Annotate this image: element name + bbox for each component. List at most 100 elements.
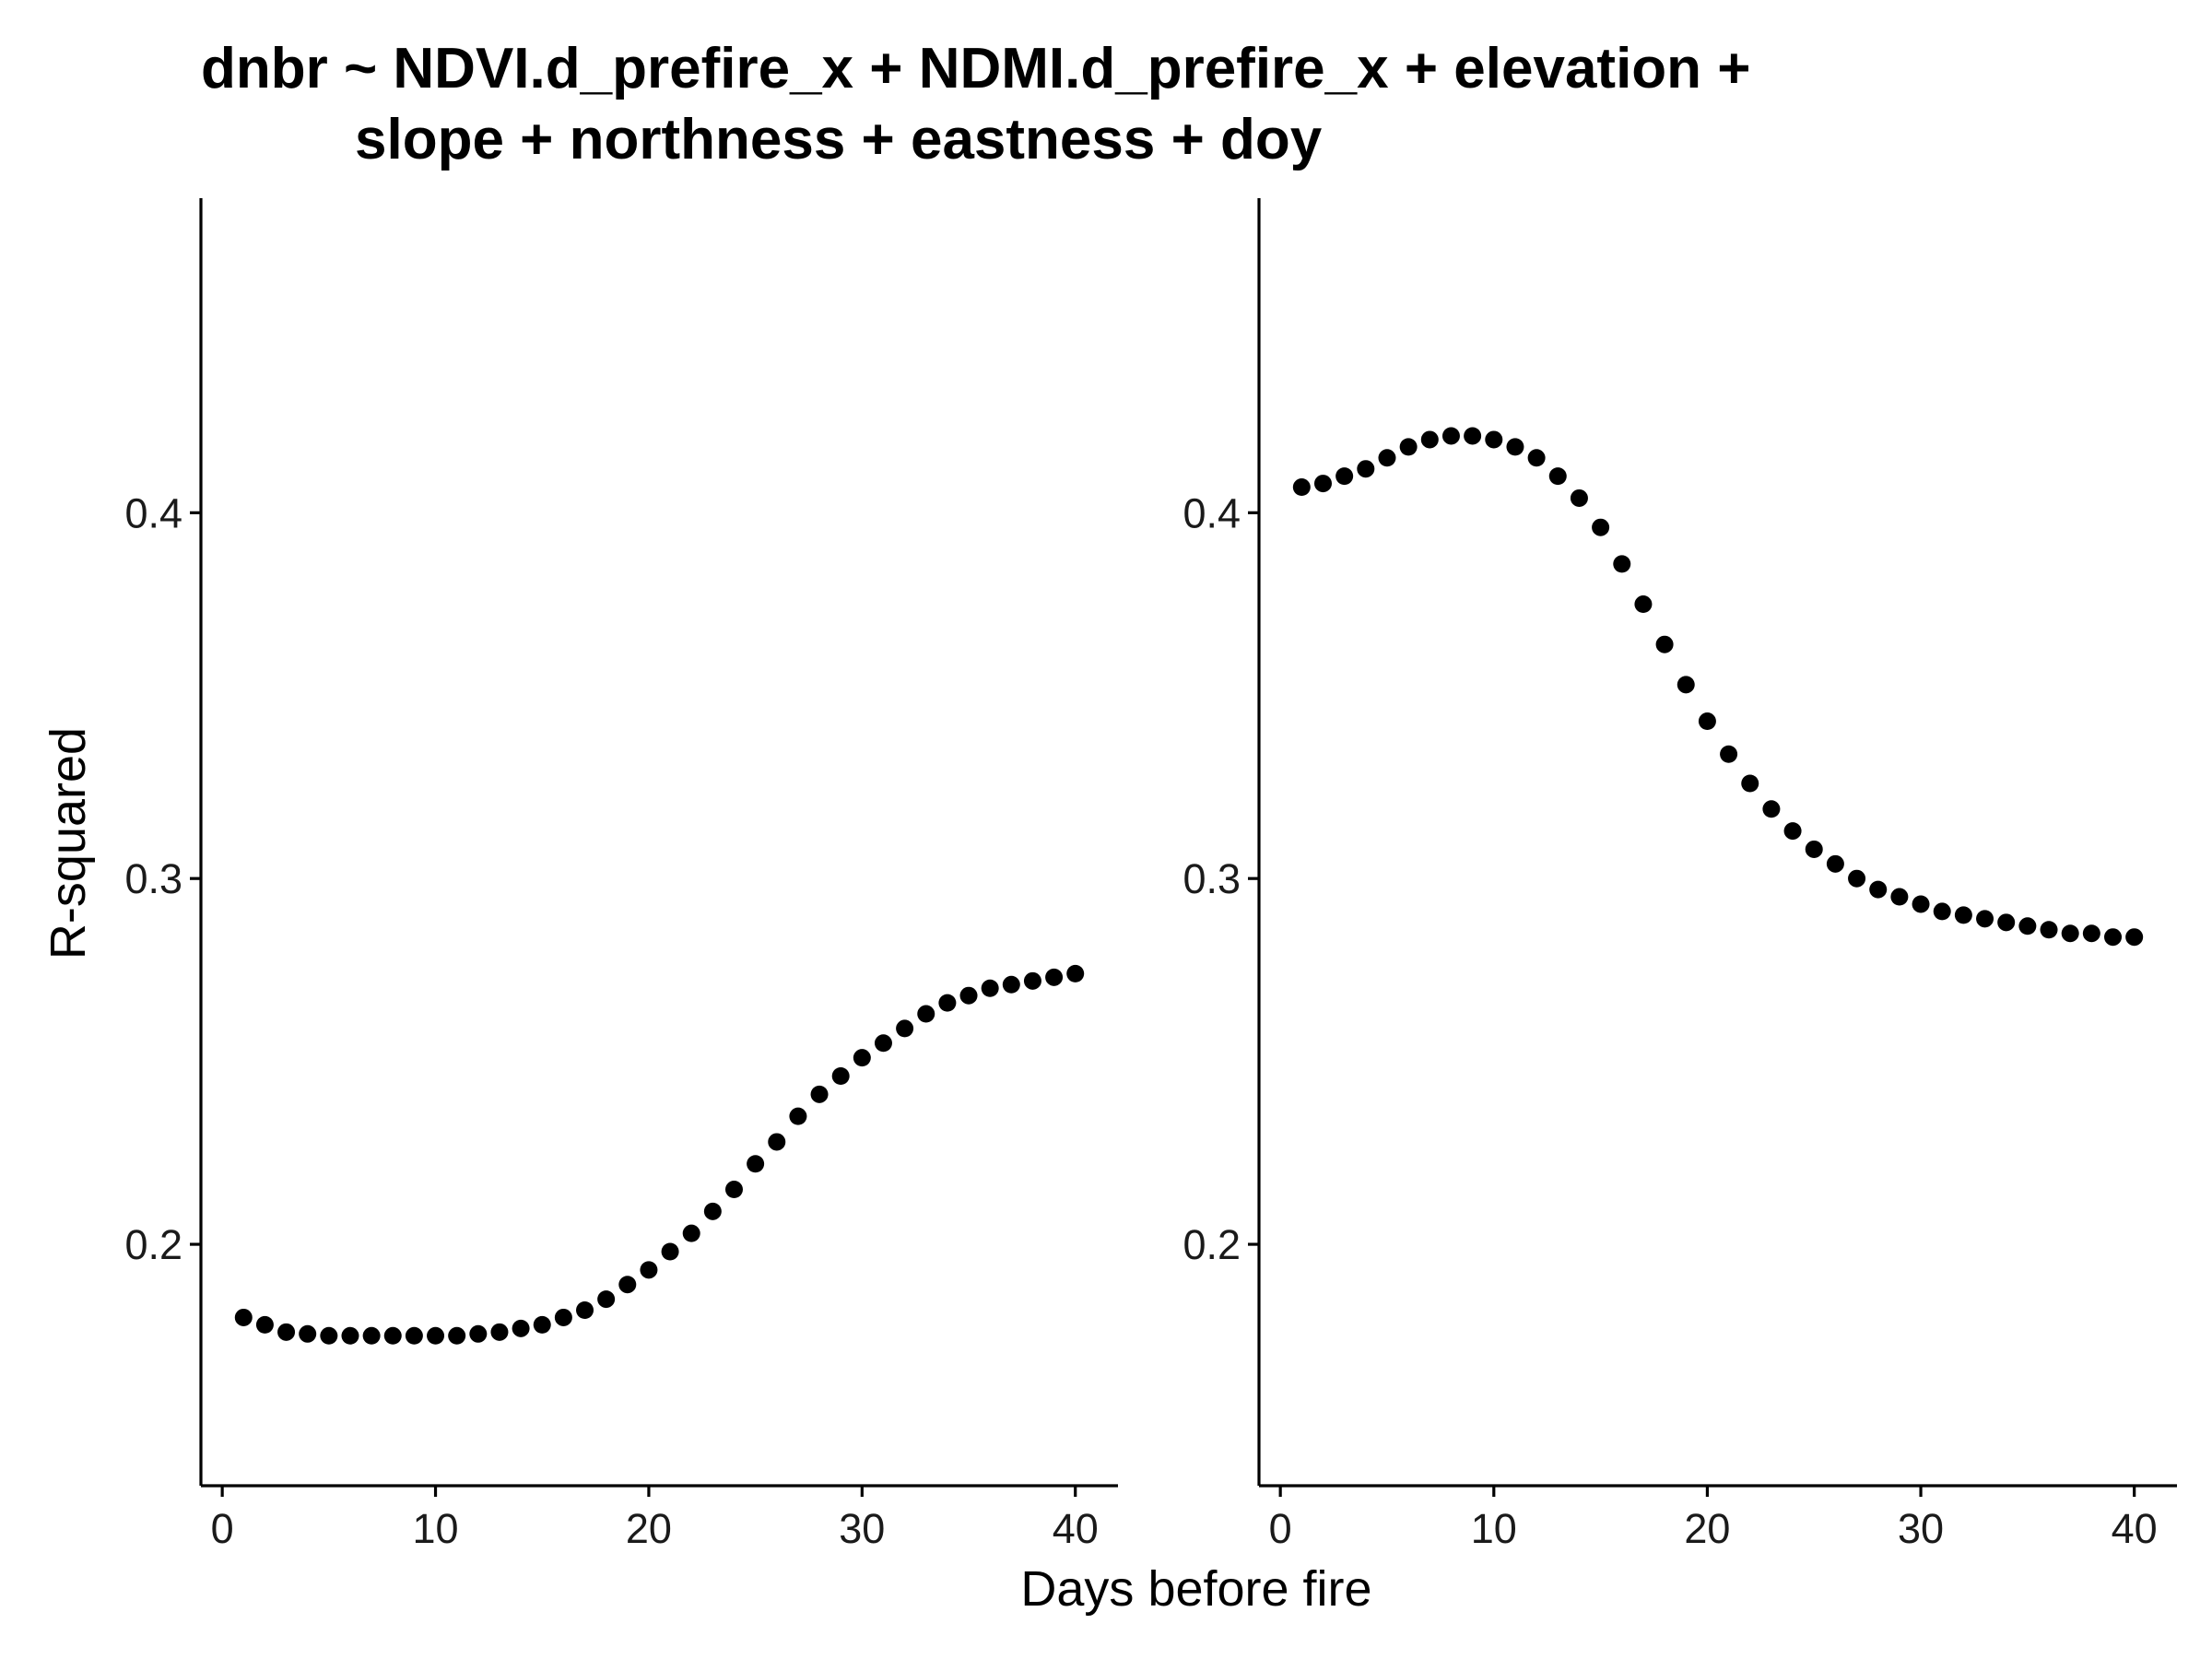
y-tick-label: 0.3 <box>1182 855 1241 902</box>
data-point <box>618 1276 637 1294</box>
data-point <box>1869 880 1888 899</box>
data-point <box>597 1290 616 1309</box>
data-point <box>448 1326 466 1345</box>
data-point <box>1420 430 1439 449</box>
data-point <box>1720 745 1738 763</box>
data-point <box>682 1224 700 1242</box>
data-point <box>1655 635 1674 653</box>
y-tick-label: 0.3 <box>124 855 182 902</box>
data-point <box>768 1133 786 1151</box>
data-point <box>362 1326 381 1345</box>
data-point <box>2082 924 2100 943</box>
data-point <box>1826 854 1844 873</box>
data-point <box>981 979 999 997</box>
data-point <box>469 1324 488 1343</box>
data-point <box>1313 475 1332 493</box>
data-point <box>831 1067 850 1085</box>
x-tick-label: 40 <box>2112 1505 2158 1552</box>
data-point <box>1335 467 1354 486</box>
data-point <box>1677 676 1695 694</box>
panel-left: 0 10 20 30 40 0.2 0.3 0.4 <box>124 198 1118 1552</box>
data-point <box>2104 928 2123 947</box>
x-tick-label: 10 <box>1471 1505 1517 1552</box>
chart-title-line-1: dnbr ~ NDVI.d_prefire_x + NDMI.d_prefire… <box>201 37 1750 100</box>
x-tick-label: 0 <box>211 1505 234 1552</box>
panel-right: 0 10 20 30 40 0.2 0.3 0.4 <box>1182 198 2177 1552</box>
x-tick-label: 40 <box>1053 1505 1099 1552</box>
data-point <box>1997 913 2016 932</box>
data-point <box>853 1049 871 1067</box>
data-point <box>533 1315 551 1334</box>
y-tick-label: 0.4 <box>124 489 182 536</box>
data-point <box>1292 478 1311 497</box>
data-point <box>917 1005 935 1023</box>
x-tick-label: 10 <box>413 1505 459 1552</box>
data-point <box>1976 910 1994 928</box>
data-point <box>896 1019 914 1038</box>
data-point <box>1506 438 1524 456</box>
data-point <box>490 1323 509 1341</box>
data-point <box>789 1107 807 1125</box>
data-point <box>1023 971 1041 990</box>
data-point <box>1634 595 1653 614</box>
data-point <box>1002 975 1020 994</box>
data-point <box>1441 427 1460 445</box>
data-point <box>1890 888 1909 906</box>
data-point <box>1613 555 1631 573</box>
data-point <box>1762 800 1781 818</box>
data-point <box>1464 427 1482 445</box>
data-point <box>1066 964 1085 982</box>
data-point <box>341 1326 359 1345</box>
x-tick-label: 30 <box>1898 1505 1944 1552</box>
y-tick-label: 0.4 <box>1182 489 1241 536</box>
data-point <box>874 1034 892 1053</box>
data-point <box>747 1155 765 1173</box>
data-point <box>661 1242 679 1261</box>
data-point <box>938 994 957 1012</box>
x-tick-label: 0 <box>1269 1505 1292 1552</box>
data-point <box>383 1326 402 1345</box>
data-point <box>1378 449 1396 467</box>
x-axis-title: Days before fire <box>1020 1561 1371 1617</box>
data-point <box>1933 902 1951 921</box>
data-point <box>1783 822 1802 841</box>
data-point <box>320 1326 338 1345</box>
data-point <box>703 1202 722 1220</box>
data-point <box>427 1326 445 1345</box>
data-point <box>724 1181 743 1199</box>
x-tick-label: 20 <box>1684 1505 1730 1552</box>
data-point <box>959 986 978 1005</box>
y-tick-label: 0.2 <box>1182 1221 1241 1268</box>
data-point <box>1954 906 1972 924</box>
data-point <box>299 1324 317 1343</box>
data-point <box>1848 869 1866 888</box>
data-point <box>255 1315 274 1334</box>
data-point <box>1485 430 1503 449</box>
data-point <box>1698 712 1716 731</box>
data-point <box>1805 840 1823 858</box>
y-tick-label: 0.2 <box>124 1221 182 1268</box>
data-point <box>2040 921 2058 939</box>
x-tick-label: 20 <box>626 1505 672 1552</box>
data-point <box>640 1261 658 1279</box>
data-point <box>277 1323 296 1341</box>
data-point <box>810 1085 829 1103</box>
data-point <box>1045 968 1064 986</box>
x-tick-label: 30 <box>839 1505 885 1552</box>
data-point <box>576 1301 594 1319</box>
data-point <box>2125 928 2144 947</box>
data-point <box>2018 917 2037 935</box>
data-point <box>1357 460 1375 478</box>
data-point <box>512 1319 530 1337</box>
data-point <box>1592 518 1610 536</box>
data-point <box>1741 774 1759 793</box>
data-point <box>1399 438 1418 456</box>
data-point <box>1548 467 1567 486</box>
data-point <box>2061 924 2079 943</box>
chart-title-line-2: slope + northness + eastness + doy <box>355 108 1323 171</box>
data-point <box>554 1308 572 1326</box>
data-point <box>1570 488 1588 507</box>
data-point <box>405 1326 423 1345</box>
data-point <box>234 1308 253 1326</box>
